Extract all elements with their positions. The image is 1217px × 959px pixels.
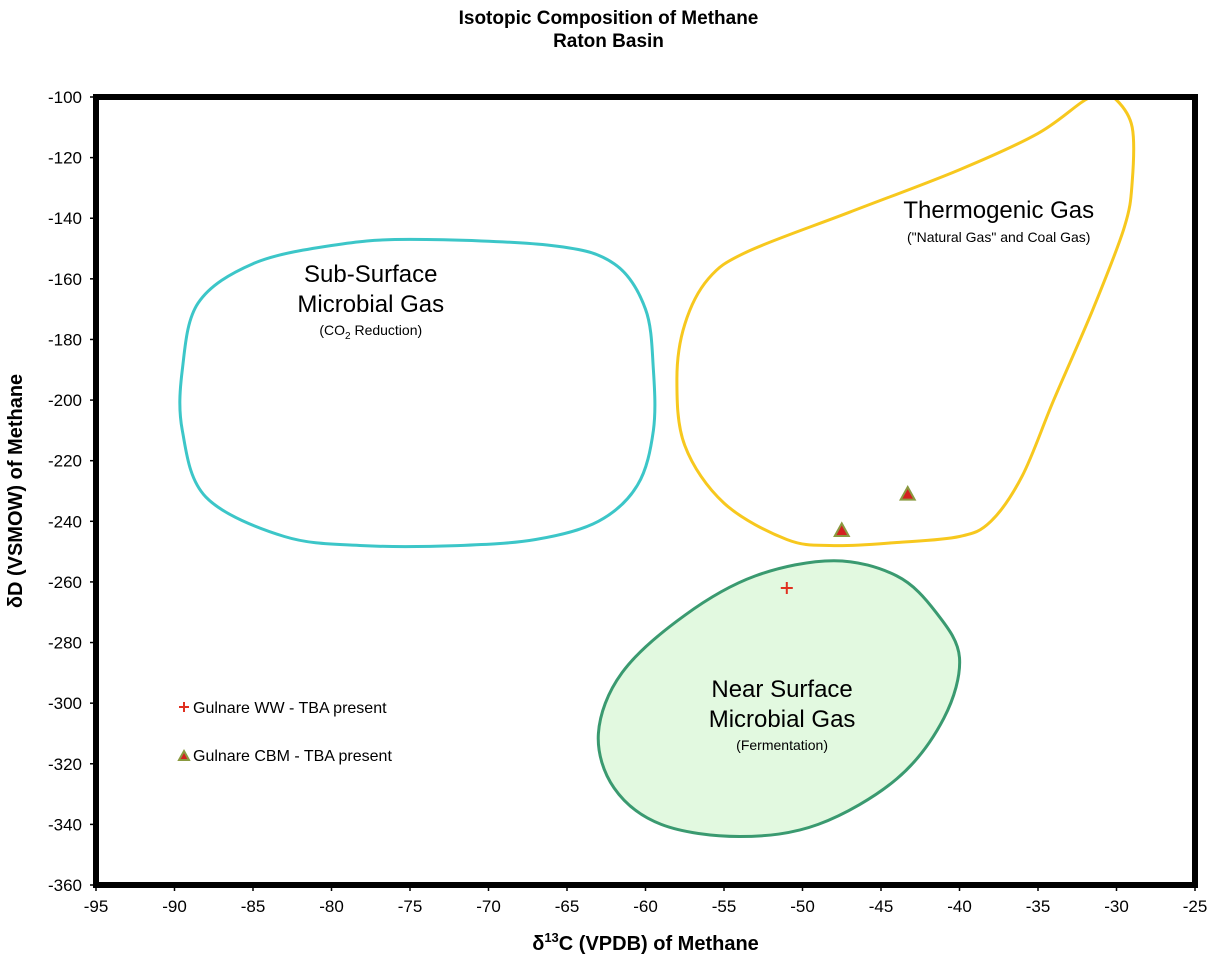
y-tick-label: -220 bbox=[48, 452, 82, 471]
y-tick-label: -160 bbox=[48, 270, 82, 289]
region-label-sub-surface-microbial-gas-line2: Microbial Gas bbox=[297, 291, 444, 318]
x-tick-label: -85 bbox=[241, 897, 266, 916]
x-tick-label: -55 bbox=[712, 897, 737, 916]
x-tick-label: -50 bbox=[790, 897, 815, 916]
y-tick-label: -200 bbox=[48, 391, 82, 410]
y-tick-label: -140 bbox=[48, 209, 82, 228]
x-tick-label: -80 bbox=[319, 897, 344, 916]
legend: Gulnare WW - TBA present Gulnare CBM - TB… bbox=[177, 700, 392, 765]
y-tick-label: -100 bbox=[48, 88, 82, 107]
y-tick-label: -180 bbox=[48, 330, 82, 349]
legend-label: Gulnare CBM - TBA present bbox=[193, 748, 392, 765]
y-tick-label: -360 bbox=[48, 876, 82, 895]
y-tick-label: -340 bbox=[48, 815, 82, 834]
region-sublabel-thermogenic-gas: ("Natural Gas" and Coal Gas) bbox=[907, 229, 1090, 245]
regions-layer bbox=[178, 94, 1136, 839]
region-label-near-surface-microbial-gas-line2: Microbial Gas bbox=[709, 706, 856, 733]
legend-label: Gulnare WW - TBA present bbox=[193, 700, 387, 717]
data-point-series0-0 bbox=[780, 581, 793, 594]
y-tick-label: -300 bbox=[48, 694, 82, 713]
region-label-thermogenic-gas: Thermogenic Gas bbox=[903, 197, 1094, 224]
x-axis-label: δ13C (VPDB) of Methane bbox=[532, 930, 759, 955]
legend-plus-icon bbox=[179, 702, 189, 712]
x-tick-label: -45 bbox=[869, 897, 894, 916]
data-point-series1-1 bbox=[898, 484, 917, 501]
x-tick-label: -35 bbox=[1026, 897, 1051, 916]
region-sub-surface-microbial-gas bbox=[178, 237, 657, 549]
region-near-surface-microbial-gas bbox=[596, 559, 962, 839]
legend-triangle-icon bbox=[177, 748, 191, 761]
chart-title: Isotopic Composition of Methane bbox=[458, 8, 759, 29]
x-tick-label: -25 bbox=[1183, 897, 1208, 916]
x-tick-label: -65 bbox=[555, 897, 580, 916]
region-sublabel-near-surface-microbial-gas: (Fermentation) bbox=[736, 737, 828, 753]
markers-layer bbox=[780, 484, 917, 594]
region-label-near-surface-microbial-gas: Near Surface bbox=[711, 676, 852, 703]
region-labels-layer: Sub-Surface Microbial Gas (CO2 Reduction) T… bbox=[297, 197, 1094, 753]
x-tick-label: -30 bbox=[1104, 897, 1129, 916]
data-point-series1-0 bbox=[833, 521, 851, 537]
y-tick-label: -260 bbox=[48, 573, 82, 592]
x-tick-label: -90 bbox=[162, 897, 187, 916]
x-tick-label: -60 bbox=[633, 897, 658, 916]
region-sublabel-sub-surface-microbial-gas: (CO2 Reduction) bbox=[319, 322, 422, 342]
y-tick-label: -280 bbox=[48, 634, 82, 653]
region-thermogenic-gas bbox=[675, 94, 1136, 548]
x-tick-label: -70 bbox=[476, 897, 501, 916]
y-tick-label: -240 bbox=[48, 512, 82, 531]
region-label-sub-surface-microbial-gas: Sub-Surface bbox=[304, 261, 437, 288]
y-tick-label: -120 bbox=[48, 149, 82, 168]
y-tick-label: -320 bbox=[48, 755, 82, 774]
y-axis-label: δD (VSMOW) of Methane bbox=[5, 374, 27, 608]
ticks-layer: -95 -90 -85 -80 -75 -70 -65 -60 -55 -50 -45 -40 -35 -… bbox=[48, 88, 1207, 916]
chart-subtitle: Raton Basin bbox=[553, 31, 664, 52]
x-tick-label: -40 bbox=[947, 897, 972, 916]
x-tick-label: -95 bbox=[84, 897, 109, 916]
x-tick-label: -75 bbox=[398, 897, 423, 916]
